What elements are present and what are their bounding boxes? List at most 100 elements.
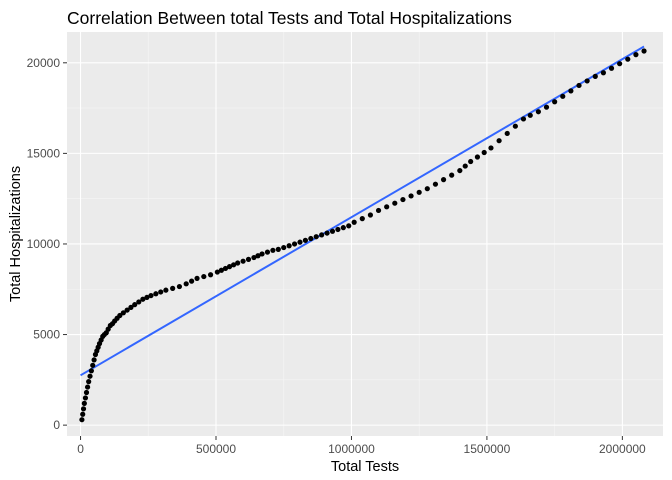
- data-point: [80, 406, 87, 412]
- data-point: [183, 281, 189, 287]
- data-point: [308, 235, 314, 242]
- data-point: [375, 207, 382, 214]
- data-point: [329, 228, 336, 234]
- data-point: [240, 258, 246, 264]
- fit-line: [80, 45, 645, 377]
- data-point: [496, 138, 502, 144]
- data-point: [462, 163, 468, 169]
- data-point: [163, 287, 169, 293]
- data-point: [153, 291, 159, 297]
- data-point: [83, 389, 90, 396]
- data-point: [584, 78, 590, 84]
- data-point: [535, 109, 541, 115]
- grid-major: [67, 32, 663, 436]
- data-point: [201, 273, 207, 280]
- y-tick-label: 15000: [27, 146, 61, 160]
- data-point: [231, 262, 237, 268]
- data-point: [641, 48, 647, 54]
- data-point: [79, 417, 85, 423]
- data-point: [136, 299, 142, 305]
- data-point: [297, 239, 303, 245]
- fit-line-layer: [80, 45, 645, 377]
- data-point: [90, 362, 96, 368]
- data-point: [600, 70, 607, 76]
- data-point: [346, 223, 352, 229]
- data-point: [132, 302, 138, 308]
- data-point: [324, 230, 330, 236]
- y-axis-title: Total Hospitalizations: [8, 166, 24, 302]
- data-point: [86, 379, 92, 385]
- y-tick-label: 5000: [33, 328, 60, 342]
- data-point: [504, 130, 510, 137]
- plot-panel: [67, 32, 663, 436]
- data-point: [148, 292, 154, 299]
- data-point: [351, 219, 357, 225]
- data-point: [432, 181, 439, 187]
- data-point: [170, 285, 176, 291]
- data-point: [416, 189, 422, 195]
- y-tick-label: 20000: [27, 56, 61, 70]
- data-point: [400, 196, 406, 203]
- data-point: [84, 384, 91, 390]
- data-point: [259, 251, 265, 257]
- data-point: [275, 246, 281, 252]
- x-axis-title: Total Tests: [331, 459, 399, 475]
- data-point: [512, 123, 518, 129]
- data-point: [194, 275, 200, 281]
- data-point: [552, 99, 558, 105]
- data-point: [543, 104, 550, 110]
- data-point: [617, 61, 623, 67]
- data-point: [367, 212, 374, 218]
- data-point: [313, 234, 319, 240]
- data-point: [408, 193, 414, 199]
- data-point: [568, 88, 574, 94]
- data-point: [560, 93, 566, 99]
- data-point: [291, 241, 298, 247]
- data-point: [140, 296, 146, 302]
- chart-title: Correlation Between total Tests and Tota…: [67, 8, 512, 28]
- data-point: [214, 269, 220, 275]
- data-point: [176, 283, 183, 290]
- data-point: [286, 243, 292, 249]
- data-point: [281, 244, 287, 251]
- data-point: [384, 204, 390, 210]
- data-point: [302, 237, 308, 243]
- data-point: [120, 310, 126, 316]
- data-point: [117, 312, 123, 319]
- y-tick-label: 10000: [27, 237, 61, 251]
- data-point: [392, 200, 398, 206]
- data-point: [80, 411, 86, 417]
- data-point: [520, 116, 527, 122]
- data-point: [87, 373, 93, 379]
- data-point: [226, 264, 233, 270]
- data-point: [468, 158, 474, 165]
- data-point: [488, 145, 494, 151]
- data-point: [235, 260, 241, 266]
- data-point: [592, 73, 598, 79]
- data-point: [340, 225, 346, 231]
- data-point: [625, 56, 631, 62]
- data-point: [633, 52, 639, 58]
- data-point: [270, 247, 276, 253]
- points-layer: [79, 48, 647, 423]
- data-point: [218, 267, 225, 273]
- y-axis: 0 5000 10000 15000 20000: [27, 56, 67, 432]
- x-tick-label: 1500000: [464, 442, 511, 456]
- data-point: [264, 249, 271, 255]
- data-point: [474, 154, 481, 160]
- data-point: [91, 357, 97, 363]
- data-point: [576, 82, 582, 89]
- data-point: [245, 256, 252, 262]
- data-point: [457, 167, 463, 174]
- x-tick-label: 0: [77, 442, 84, 456]
- x-tick-label: 1000000: [328, 442, 375, 456]
- data-point: [481, 149, 487, 156]
- data-point: [128, 304, 134, 310]
- data-point: [251, 254, 257, 261]
- data-point: [81, 400, 87, 406]
- data-point: [207, 272, 214, 278]
- data-point: [424, 186, 430, 192]
- data-point: [449, 172, 455, 178]
